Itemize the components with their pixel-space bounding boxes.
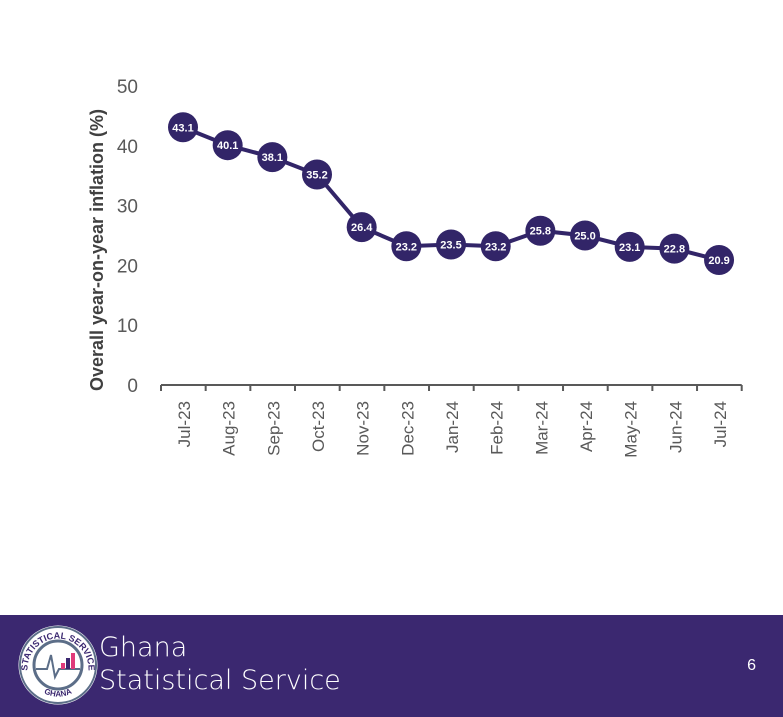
data-label: 35.2 — [306, 170, 327, 182]
y-tick-label: 0 — [127, 376, 138, 397]
data-point — [525, 215, 556, 246]
x-tick-label: May-24 — [622, 401, 641, 458]
data-point — [212, 130, 243, 161]
data-point — [659, 233, 690, 264]
y-tick-label: 40 — [117, 137, 138, 158]
data-label: 20.9 — [708, 255, 729, 267]
page-number: 6 — [747, 657, 756, 674]
org-line-1: Ghana — [99, 632, 188, 663]
y-tick-label: 10 — [117, 316, 138, 337]
data-point — [168, 112, 198, 143]
y-tick-label: 50 — [117, 77, 138, 98]
x-tick-label: Feb-24 — [488, 401, 507, 455]
org-line-2: Statistical Service — [99, 665, 341, 696]
series-overall-inflation: 43.1 40.1 38.1 35.2 26.4 23.2 23.5 23.2 25.8 25.0… — [168, 112, 735, 276]
data-label: 38.1 — [262, 152, 283, 164]
x-tick-label: Sep-23 — [264, 401, 283, 456]
footer-bar: STATISTICAL SERVICE GHANA Ghana Statisti… — [0, 615, 783, 717]
data-point — [346, 212, 377, 243]
x-tick-label: Dec-23 — [398, 401, 417, 456]
data-point — [257, 142, 288, 173]
y-axis: 0 10 20 30 40 50 — [117, 77, 138, 397]
y-tick-label: 20 — [117, 256, 138, 277]
data-label: 40.1 — [217, 140, 238, 152]
data-point — [302, 159, 333, 190]
x-tick-label: Jan-24 — [443, 401, 462, 453]
data-point — [436, 229, 467, 260]
data-point — [391, 231, 422, 262]
x-tick-label: Oct-23 — [309, 401, 328, 452]
inflation-line-chart: 0 10 20 30 40 50 Jul-23 Aug-23 Sep-23 Oct-23 Nov-… — [87, 77, 743, 458]
x-tick-label: Nov-23 — [354, 401, 373, 456]
data-label: 22.8 — [664, 244, 685, 256]
data-label: 23.2 — [396, 241, 417, 253]
organization-name: Ghana Statistical Service — [99, 631, 341, 697]
logo-text-bottom: GHANA — [43, 687, 73, 699]
data-point — [704, 245, 735, 276]
data-label: 43.1 — [172, 122, 193, 134]
data-point — [570, 220, 601, 251]
data-point — [614, 231, 645, 262]
x-axis: Jul-23 Aug-23 Sep-23 Oct-23 Nov-23 Dec-23 Jan-… — [160, 384, 743, 458]
data-label: 23.5 — [440, 239, 461, 251]
x-tick-label: Jul-23 — [175, 401, 194, 447]
data-label: 25.0 — [574, 231, 595, 243]
x-tick-label: Apr-24 — [577, 401, 596, 452]
y-tick-label: 30 — [117, 197, 138, 218]
data-point — [480, 231, 511, 262]
x-tick-label: Mar-24 — [532, 401, 551, 455]
data-label: 23.1 — [619, 242, 640, 254]
ghana-statistical-service-logo: STATISTICAL SERVICE GHANA — [18, 625, 98, 705]
x-tick-label: Jun-24 — [666, 401, 685, 453]
y-axis-label: Overall year-on-year inflation (%) — [87, 109, 107, 391]
x-tick-label: Aug-23 — [220, 401, 239, 456]
x-tick-label: Jul-24 — [711, 401, 730, 447]
data-label: 23.2 — [485, 241, 506, 253]
data-label: 25.8 — [530, 226, 551, 238]
logo-text-bottom-path: GHANA — [43, 687, 73, 699]
data-label: 26.4 — [351, 222, 373, 234]
